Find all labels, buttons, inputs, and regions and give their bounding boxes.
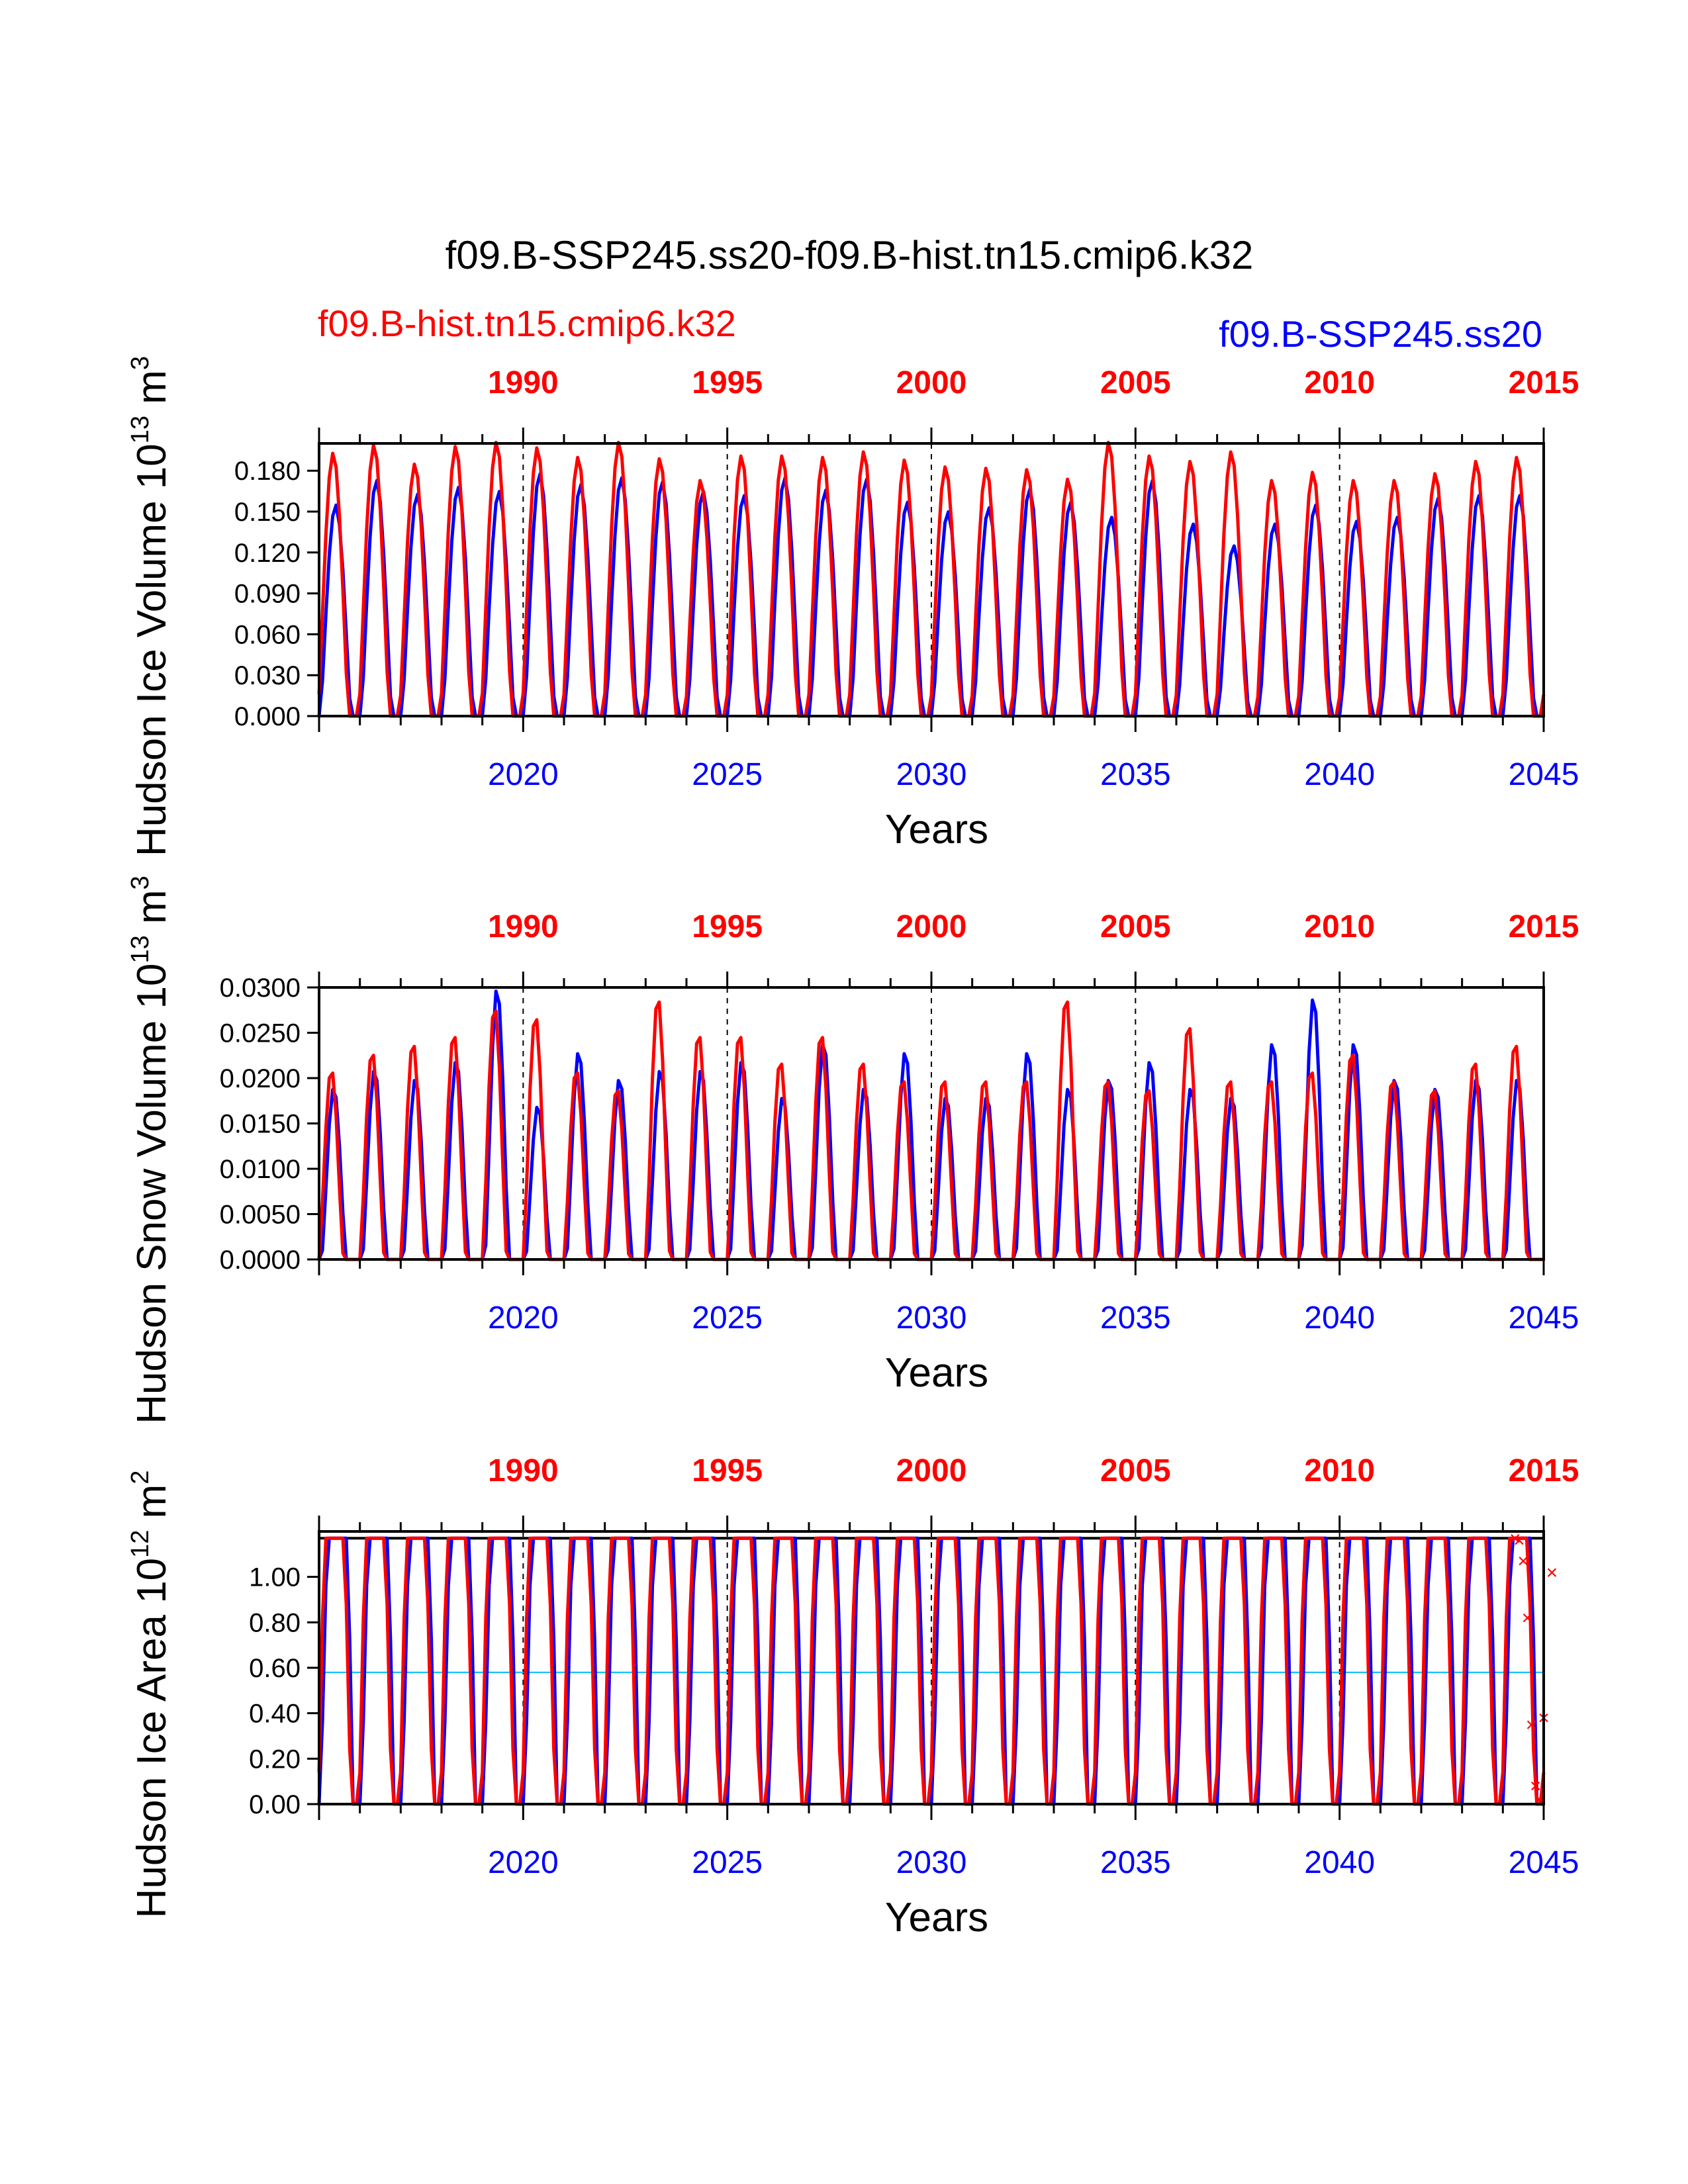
panel-2: 0.0000 0.0050 0.0100 0.0150 0.0200 0.0250 0.03… <box>126 876 1579 1424</box>
y-axis-title-text: Hudson Ice Area 10 <box>129 1558 175 1919</box>
x-tick-label: 2035 <box>1100 1300 1171 1336</box>
x-top-tick-label: 2000 <box>896 365 967 400</box>
y-tick-label: 0.120 <box>234 539 301 568</box>
x-tick-label: 2030 <box>896 757 967 792</box>
x-top-tick-label: 2015 <box>1509 1453 1579 1488</box>
y-axis-title-unit-exp: 2 <box>126 1471 154 1484</box>
x-tick-label: 2040 <box>1304 1300 1375 1336</box>
y-tick-label: 0.20 <box>249 1745 301 1774</box>
x-tick-label: 2025 <box>692 757 763 792</box>
y-axis-title-exp: 12 <box>126 1530 154 1558</box>
y-tick-label: 0.030 <box>234 661 301 690</box>
marker: × <box>1530 1776 1542 1797</box>
x-tick-label: 2025 <box>692 1300 763 1336</box>
x-top-tick-label: 2010 <box>1304 1453 1375 1488</box>
y-tick-label: 0.00 <box>249 1790 301 1819</box>
y-tick-label: 0.0200 <box>220 1064 301 1093</box>
panel-1: 0.000 0.030 0.060 0.090 0.120 0.150 0.180 2020 2… <box>126 356 1579 856</box>
x-tick-label: 2030 <box>896 1300 967 1336</box>
y-axis-title-exp: 13 <box>126 935 154 963</box>
x-tick-label: 2020 <box>488 757 559 792</box>
x-tick-label: 2040 <box>1304 1845 1375 1880</box>
y-axis-title: Hudson Ice Volume 1013 m3 <box>126 356 175 856</box>
y-axis-title: Hudson Ice Area 1012 m2 <box>126 1471 175 1919</box>
x-top-tick-label: 2005 <box>1100 909 1171 944</box>
legend-hist-label: f09.B-hist.tn15.cmip6.k32 <box>318 302 736 344</box>
series-line-hist <box>317 441 1546 718</box>
y-axis-title-exp: 13 <box>126 416 154 443</box>
y-axis-title-text: Hudson Ice Volume 10 <box>129 443 175 856</box>
x-top-tick-label: 2005 <box>1100 365 1171 400</box>
y-tick-label: 0.060 <box>234 620 301 649</box>
marker: × <box>1526 1714 1538 1736</box>
x-axis-title: Years <box>885 1350 988 1396</box>
x-top-tick-label: 2015 <box>1509 909 1579 944</box>
panels: 0.000 0.030 0.060 0.090 0.120 0.150 0.180 2020 2… <box>126 356 1579 1940</box>
chart-title: f09.B-SSP245.ss20-f09.B-hist.tn15.cmip6.… <box>445 233 1254 277</box>
marker: × <box>1546 1562 1558 1584</box>
y-tick-label: 0.150 <box>234 498 301 527</box>
y-tick-label: 0.090 <box>234 580 301 609</box>
y-axis-title-unit-exp: 3 <box>126 356 154 370</box>
x-tick-label: 2020 <box>488 1845 559 1880</box>
x-tick-label: 2020 <box>488 1300 559 1336</box>
x-top-tick-label: 2005 <box>1100 1453 1171 1488</box>
y-tick-label: 1.00 <box>249 1563 301 1592</box>
y-tick-label: 0.80 <box>249 1608 301 1637</box>
x-tick-label: 2035 <box>1100 1845 1171 1880</box>
x-tick-label: 2045 <box>1509 1845 1579 1880</box>
x-top-tick-label: 2010 <box>1304 909 1375 944</box>
y-tick-label: 0.0000 <box>220 1246 301 1275</box>
y-tick-label: 0.0300 <box>220 974 301 1003</box>
y-tick-label: 0.0050 <box>220 1201 301 1230</box>
x-top-tick-label: 2000 <box>896 909 967 944</box>
x-tick-label: 2030 <box>896 1845 967 1880</box>
x-top-tick-label: 1990 <box>488 909 559 944</box>
y-tick-label: 0.0250 <box>220 1019 301 1048</box>
x-top-tick-label: 1995 <box>692 365 763 400</box>
y-tick-label: 0.40 <box>249 1700 301 1729</box>
y-tick-label: 0.000 <box>234 702 301 731</box>
x-top-tick-label: 1995 <box>692 1453 763 1488</box>
x-top-tick-label: 1990 <box>488 1453 559 1488</box>
y-axis-title-unit: m <box>129 1484 175 1530</box>
x-axis-title: Years <box>885 1895 988 1940</box>
x-tick-label: 2045 <box>1509 1300 1579 1336</box>
y-axis-title-text: Hudson Snow Volume 10 <box>129 964 175 1424</box>
marker: × <box>1517 1551 1529 1572</box>
y-axis-title-unit: m <box>129 370 175 416</box>
x-tick-label: 2035 <box>1100 757 1171 792</box>
legend-ssp-label: f09.B-SSP245.ss20 <box>1219 313 1542 355</box>
x-axis-title: Years <box>885 807 988 852</box>
x-top-tick-label: 2000 <box>896 1453 967 1488</box>
y-axis-title-unit-exp: 3 <box>126 876 154 889</box>
marker: × <box>1509 1527 1521 1549</box>
y-axis-title-unit: m <box>129 889 175 935</box>
x-top-tick-label: 1990 <box>488 365 559 400</box>
series-line-hist <box>317 1536 1546 1806</box>
marker: × <box>1513 1530 1525 1552</box>
y-tick-label: 0.60 <box>249 1654 301 1683</box>
x-tick-label: 2025 <box>692 1845 763 1880</box>
x-tick-label: 2040 <box>1304 757 1375 792</box>
marker: × <box>1522 1607 1534 1629</box>
y-tick-label: 0.0100 <box>220 1155 301 1184</box>
x-tick-label: 2045 <box>1509 757 1579 792</box>
x-top-tick-label: 2010 <box>1304 365 1375 400</box>
y-tick-label: 0.0150 <box>220 1110 301 1139</box>
y-axis-title: Hudson Snow Volume 1013 m3 <box>126 876 175 1424</box>
y-tick-label: 0.180 <box>234 457 301 486</box>
x-top-tick-label: 2015 <box>1509 365 1579 400</box>
x-top-tick-label: 1995 <box>692 909 763 944</box>
